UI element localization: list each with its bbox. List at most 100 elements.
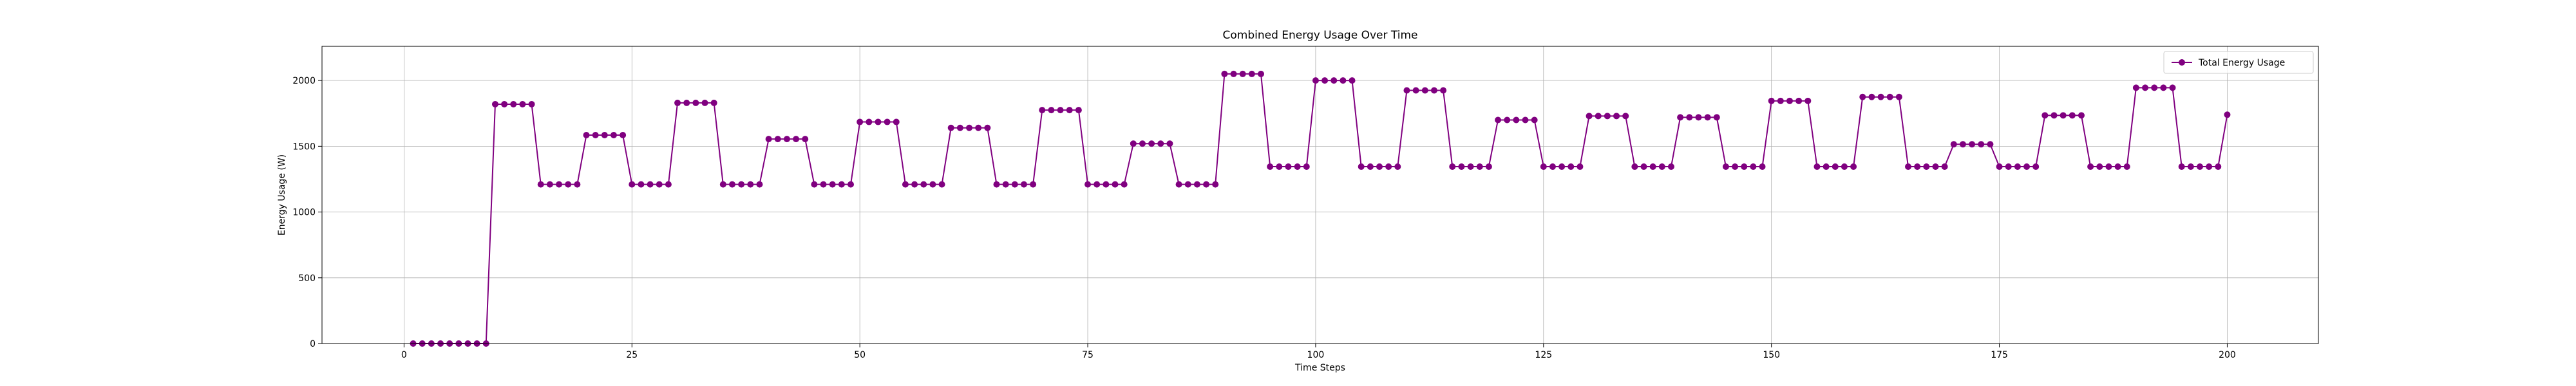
data-point (1175, 181, 1182, 188)
data-point (966, 124, 973, 131)
data-point (1987, 141, 1994, 148)
x-tick-label: 150 (1763, 350, 1780, 360)
data-point (902, 181, 909, 188)
data-point (1658, 163, 1665, 170)
y-tick-label: 2000 (292, 76, 316, 86)
data-point (2142, 84, 2149, 91)
data-point (2023, 163, 2031, 170)
plot-frame (321, 46, 2319, 344)
data-point (1713, 114, 1720, 121)
data-point (1868, 93, 1875, 100)
data-point (620, 131, 627, 138)
data-point (1412, 87, 1419, 94)
data-point (1732, 163, 1739, 170)
data-point (1385, 163, 1392, 170)
data-point (1622, 113, 1629, 120)
data-point (1358, 163, 1365, 170)
data-point (1467, 163, 1474, 170)
data-point (1567, 163, 1575, 170)
data-point (1950, 141, 1957, 148)
data-point (1841, 163, 1848, 170)
data-point (638, 181, 645, 188)
data-point (1513, 116, 1520, 124)
series-layer (410, 70, 2231, 347)
data-point (1221, 70, 1228, 77)
data-point (1959, 141, 1966, 148)
data-point (1531, 116, 1538, 124)
data-point (1886, 93, 1893, 100)
data-point (1522, 116, 1529, 124)
data-point (1203, 181, 1210, 188)
data-point (884, 118, 891, 125)
x-tick-label: 200 (2219, 350, 2236, 360)
data-point (2178, 163, 2185, 170)
data-point (728, 181, 735, 188)
data-point (592, 131, 599, 138)
data-point (692, 99, 699, 106)
data-point (1066, 107, 1073, 114)
data-point (2060, 112, 2067, 119)
data-point (2215, 163, 2222, 170)
data-point (1978, 141, 1985, 148)
data-point (2169, 84, 2176, 91)
data-point (956, 124, 963, 131)
data-point (1631, 163, 1638, 170)
data-point (1212, 181, 1219, 188)
y-axis-title: Energy Usage (W) (277, 154, 287, 235)
data-point (866, 118, 873, 125)
data-point (1294, 163, 1301, 170)
data-point (2050, 112, 2058, 119)
data-point (546, 181, 553, 188)
data-point (820, 181, 827, 188)
data-point (747, 181, 754, 188)
data-point (647, 181, 654, 188)
data-point (574, 181, 581, 188)
data-point (1321, 77, 1329, 84)
data-point (1376, 163, 1383, 170)
data-point (501, 100, 508, 107)
data-point (2105, 163, 2112, 170)
data-point (683, 99, 690, 106)
x-axis-title: Time Steps (1294, 363, 1345, 373)
data-point (2078, 112, 2085, 119)
data-point (528, 100, 535, 107)
data-point (1130, 140, 1137, 147)
data-point (774, 136, 781, 143)
data-point (1604, 113, 1611, 120)
data-point (1549, 163, 1556, 170)
data-point (1686, 114, 1693, 121)
data-point (710, 99, 717, 106)
x-tick-label: 50 (854, 350, 866, 360)
data-point (1239, 70, 1246, 77)
data-point (1303, 163, 1310, 170)
data-point (2069, 112, 2076, 119)
data-point (674, 99, 681, 106)
data-point (565, 181, 572, 188)
data-point (1148, 140, 1155, 147)
data-point (1932, 163, 1939, 170)
data-point (1759, 163, 1766, 170)
y-tick-label: 500 (298, 273, 316, 284)
data-point (1157, 140, 1164, 147)
data-point (1814, 163, 1821, 170)
data-point (1476, 163, 1483, 170)
data-point (629, 181, 636, 188)
x-tick-label: 0 (401, 350, 407, 360)
data-point (1057, 107, 1064, 114)
data-point (1276, 163, 1283, 170)
data-point (2151, 84, 2158, 91)
data-point (1786, 97, 1793, 104)
data-point (1030, 181, 1037, 188)
data-point (929, 181, 936, 188)
data-point (1403, 87, 1410, 94)
data-point (610, 131, 617, 138)
data-point (2123, 163, 2130, 170)
data-point (1859, 93, 1866, 100)
x-tick-label: 25 (626, 350, 638, 360)
data-point (1094, 181, 1101, 188)
data-point (1485, 163, 1492, 170)
data-point (857, 118, 864, 125)
data-point (1695, 114, 1702, 121)
data-point (1586, 113, 1593, 120)
legend: Total Energy Usage (2163, 51, 2314, 74)
